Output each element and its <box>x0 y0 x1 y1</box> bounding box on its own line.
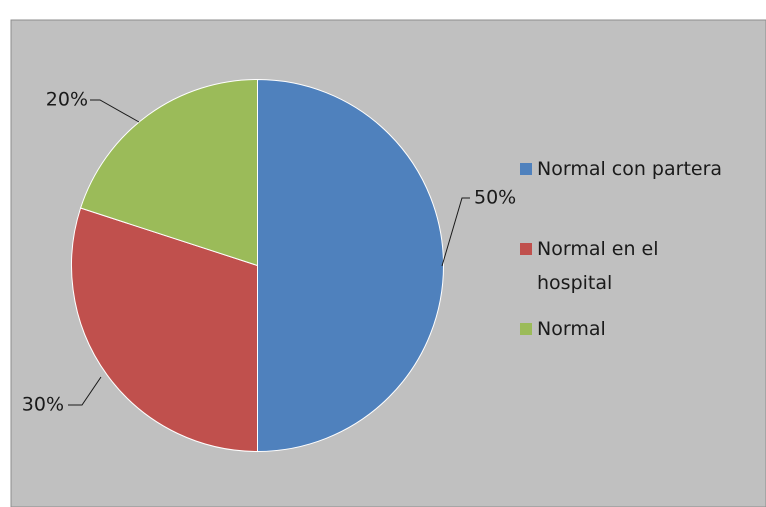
legend-swatch-1 <box>520 163 532 175</box>
data-label-2: 30% <box>22 394 64 416</box>
pie-slice-3 <box>79 78 258 267</box>
legend-label-2: Normal en el hospital <box>537 238 659 294</box>
leader-line-2 <box>68 376 102 406</box>
pie-slice-2 <box>71 207 258 453</box>
data-label-1: 50% <box>474 187 516 209</box>
legend-swatch-3 <box>520 323 532 335</box>
leader-line-1 <box>441 197 470 267</box>
legend-swatch-2 <box>520 243 532 255</box>
legend-label-3: Normal <box>537 318 606 340</box>
data-label-3: 20% <box>46 89 88 111</box>
legend-label-1: Normal con partera <box>537 158 722 180</box>
leader-line-3 <box>90 99 140 123</box>
pie-slice-1 <box>257 78 444 453</box>
